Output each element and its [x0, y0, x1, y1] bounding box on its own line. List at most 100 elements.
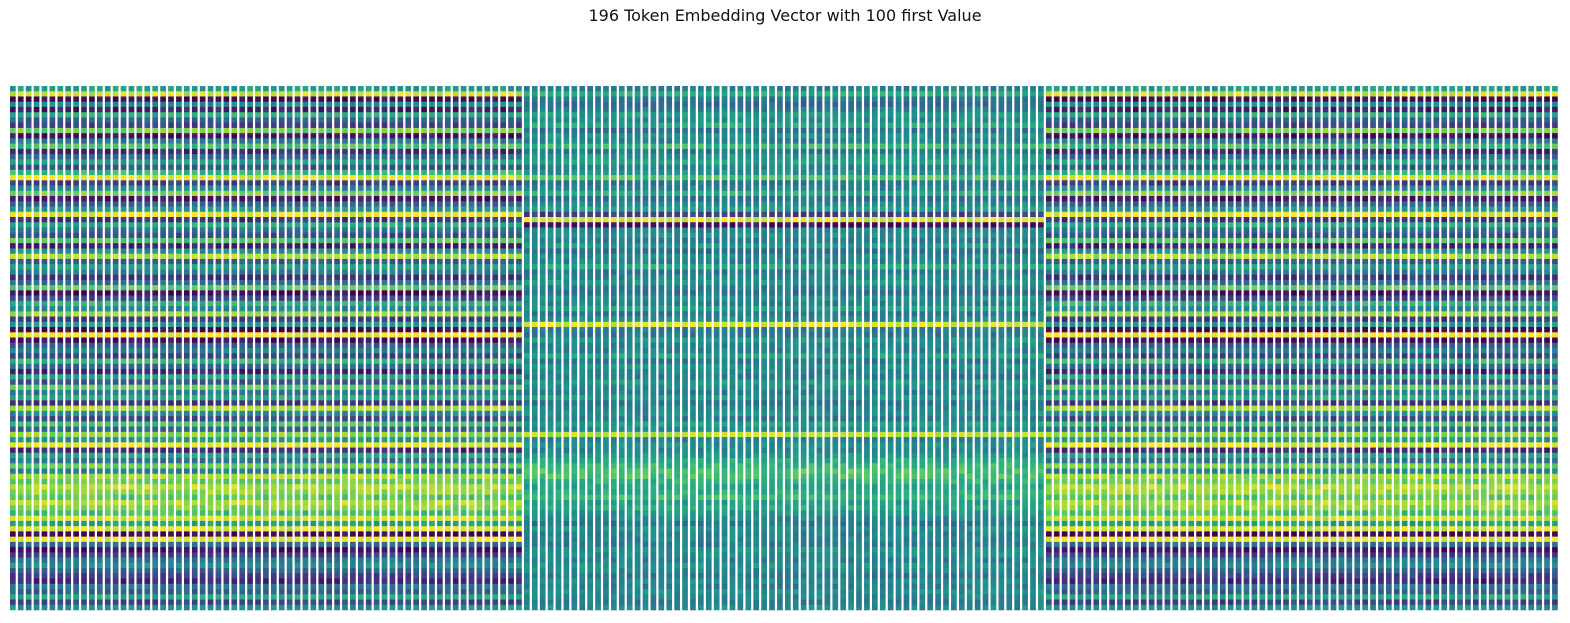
heatmap-cell	[350, 133, 356, 139]
heatmap-cell	[398, 479, 404, 485]
heatmap-cell	[65, 238, 71, 244]
heatmap-cell	[311, 521, 317, 527]
heatmap-cell	[326, 296, 332, 302]
heatmap-cell	[263, 285, 269, 291]
heatmap-cell	[334, 521, 340, 527]
heatmap-cell	[358, 521, 364, 527]
heatmap-cell	[255, 589, 261, 595]
heatmap-cell	[287, 552, 293, 558]
heatmap-cell	[358, 353, 364, 359]
heatmap-cell	[295, 207, 301, 213]
heatmap-cell	[192, 96, 198, 102]
heatmap-cell	[231, 149, 237, 155]
heatmap-cell	[231, 484, 237, 490]
heatmap-cell	[247, 254, 253, 260]
heatmap-cell	[200, 573, 206, 579]
heatmap-cell	[81, 233, 87, 239]
heatmap-cell	[342, 86, 348, 92]
heatmap-cell	[129, 521, 135, 527]
heatmap-cell	[295, 348, 301, 354]
heatmap-cell	[390, 96, 396, 102]
heatmap-cell	[18, 395, 24, 401]
heatmap-cell	[334, 437, 340, 443]
heatmap-cell	[105, 479, 111, 485]
heatmap-cell	[208, 500, 214, 506]
heatmap-cell	[144, 207, 150, 213]
heatmap-cell	[334, 526, 340, 532]
heatmap-cell	[295, 390, 301, 396]
heatmap-cell	[303, 348, 309, 354]
heatmap-cell	[137, 552, 143, 558]
heatmap-cell	[129, 154, 135, 160]
heatmap-cell	[247, 165, 253, 171]
heatmap-cell	[263, 600, 269, 606]
heatmap-cell	[303, 484, 309, 490]
heatmap-cell	[65, 411, 71, 417]
heatmap-cell	[263, 248, 269, 254]
heatmap-cell	[176, 259, 182, 265]
heatmap-cell	[129, 594, 135, 600]
heatmap-cell	[168, 573, 174, 579]
heatmap-cell	[168, 495, 174, 501]
heatmap-cell	[81, 112, 87, 118]
heatmap-cell	[231, 180, 237, 186]
heatmap-cell	[295, 306, 301, 312]
heatmap-cell	[311, 233, 317, 239]
heatmap-cell	[390, 400, 396, 406]
heatmap-cell	[311, 264, 317, 270]
heatmap-cell	[89, 207, 95, 213]
heatmap-cell	[358, 374, 364, 380]
heatmap-cell	[129, 102, 135, 108]
heatmap-cell	[382, 390, 388, 396]
heatmap-cell	[160, 264, 166, 270]
heatmap-cell	[105, 547, 111, 553]
heatmap-cell	[73, 306, 79, 312]
heatmap-cell	[18, 144, 24, 150]
heatmap-cell	[89, 290, 95, 296]
heatmap-cell	[42, 390, 48, 396]
heatmap-cell	[295, 170, 301, 176]
heatmap-cell	[287, 128, 293, 134]
heatmap-cell	[42, 269, 48, 275]
heatmap-cell	[10, 186, 16, 192]
heatmap-cell	[137, 348, 143, 354]
heatmap-cell	[18, 448, 24, 454]
heatmap-cell	[224, 180, 230, 186]
heatmap-cell	[97, 233, 103, 239]
heatmap-cell	[216, 510, 222, 516]
heatmap-cell	[279, 537, 285, 543]
heatmap-cell	[366, 238, 372, 244]
heatmap-cell	[176, 531, 182, 537]
heatmap-cell	[73, 448, 79, 454]
heatmap-cell	[374, 489, 380, 495]
heatmap-cell	[224, 165, 230, 171]
heatmap-cell	[121, 233, 127, 239]
heatmap-cell	[382, 128, 388, 134]
heatmap-cell	[358, 458, 364, 464]
heatmap-cell	[382, 489, 388, 495]
heatmap-cell	[57, 290, 63, 296]
heatmap-cell	[247, 207, 253, 213]
heatmap-cell	[366, 579, 372, 585]
heatmap-cell	[358, 479, 364, 485]
heatmap-cell	[263, 191, 269, 197]
heatmap-cell	[168, 159, 174, 165]
heatmap-cell	[398, 165, 404, 171]
heatmap-cell	[295, 558, 301, 564]
heatmap-cell	[350, 568, 356, 574]
heatmap-cell	[121, 537, 127, 543]
heatmap-cell	[263, 390, 269, 396]
heatmap-cell	[105, 301, 111, 307]
heatmap-cell	[160, 416, 166, 422]
heatmap-cell	[73, 558, 79, 564]
heatmap-cell	[311, 128, 317, 134]
heatmap-cell	[97, 207, 103, 213]
heatmap-cell	[334, 201, 340, 207]
heatmap-cell	[358, 112, 364, 118]
heatmap-cell	[366, 280, 372, 286]
heatmap-cell	[358, 552, 364, 558]
heatmap-cell	[239, 432, 245, 438]
heatmap-cell	[382, 212, 388, 218]
heatmap-cell	[97, 259, 103, 265]
heatmap-cell	[113, 254, 119, 260]
